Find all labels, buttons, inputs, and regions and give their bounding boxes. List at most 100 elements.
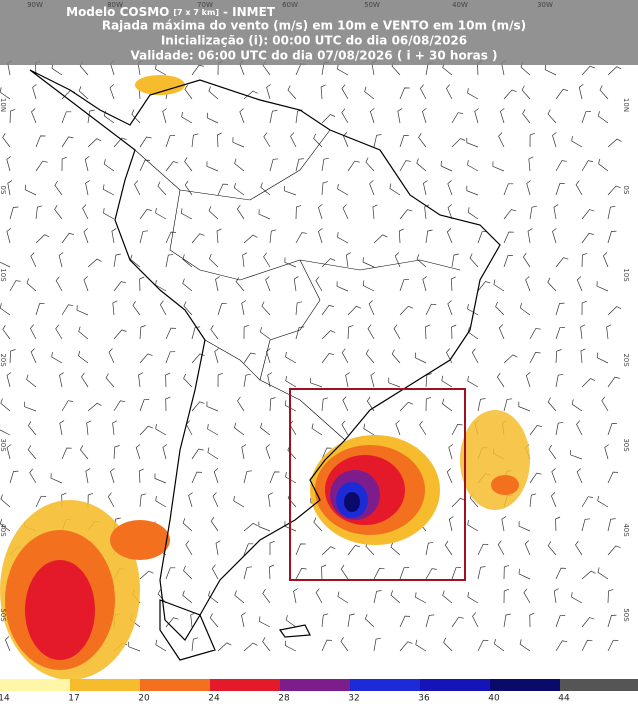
colorbar: 14 17 20 24 28 32 36 40 44	[0, 679, 638, 704]
wind-barb	[342, 132, 349, 148]
wind-barb	[54, 205, 63, 220]
wind-barb	[262, 637, 271, 652]
wind-barb	[467, 160, 479, 172]
wind-barb	[447, 180, 453, 196]
wind-barb	[391, 349, 401, 364]
wind-barb	[607, 639, 619, 652]
wind-barb	[529, 425, 543, 436]
wind-barb	[85, 180, 90, 196]
wind-barb	[260, 422, 271, 436]
wind-barb	[522, 109, 531, 124]
wind-barb	[295, 301, 302, 316]
wind-barb	[159, 300, 167, 316]
wind-barb	[7, 180, 13, 196]
colorbar-label: 20	[138, 694, 150, 704]
wind-barb	[269, 229, 277, 244]
wind-barb	[474, 108, 479, 124]
focus-box	[289, 388, 466, 581]
wind-barb	[105, 373, 115, 388]
wind-barb	[571, 399, 583, 412]
wind-barb	[139, 325, 146, 340]
wind-barb	[84, 156, 90, 172]
wind-barb	[578, 84, 584, 100]
wind-barb	[61, 111, 72, 124]
wind-barb	[155, 495, 167, 508]
wind-barb	[165, 253, 174, 268]
wind-barb	[581, 300, 587, 316]
wind-barb	[345, 372, 350, 388]
wind-barb	[321, 613, 329, 628]
wind-barb	[285, 615, 297, 628]
wind-barb	[243, 522, 258, 532]
wind-barb	[570, 449, 583, 460]
wind-barb	[399, 87, 410, 100]
header-band	[0, 0, 638, 65]
wind-barb	[243, 543, 254, 556]
wind-barb	[315, 276, 323, 292]
wind-barb	[58, 252, 64, 268]
wind-barb	[581, 639, 593, 652]
wind-barb	[388, 377, 401, 388]
wind-barb	[581, 209, 595, 220]
wind-barb	[78, 326, 89, 340]
wind-barb	[217, 372, 223, 388]
wind-barb	[451, 424, 463, 436]
wind-barb	[103, 208, 115, 220]
wind-barb	[311, 423, 323, 436]
wind-barb	[0, 519, 11, 532]
wind-barb	[191, 637, 199, 652]
wind-barb	[6, 372, 12, 388]
wind-barb	[373, 637, 381, 652]
wind-barb	[35, 495, 47, 508]
wind-barb	[336, 281, 349, 292]
wind-barb	[347, 544, 361, 556]
wind-barb	[61, 400, 74, 412]
wind-barb	[552, 228, 557, 244]
wind-barb	[422, 276, 428, 292]
wind-barb	[477, 543, 489, 556]
wind-barb	[499, 108, 505, 124]
wind-barb	[370, 372, 376, 388]
wind-barb	[581, 160, 594, 172]
wind-barb	[394, 252, 401, 268]
wind-barb	[154, 473, 167, 484]
wind-barb	[607, 185, 621, 196]
wind-barb	[285, 472, 297, 484]
latitude-label: 50S	[622, 608, 630, 622]
wind-barb	[555, 421, 564, 436]
wind-barb	[423, 180, 428, 196]
wind-barb	[35, 234, 50, 244]
wind-barb	[243, 642, 258, 652]
wind-barb	[576, 276, 583, 292]
wind-barb	[518, 401, 531, 412]
wind-barb	[555, 88, 568, 100]
wind-barb	[321, 304, 334, 316]
wind-barb	[581, 65, 595, 76]
wind-barb	[466, 185, 479, 196]
wind-barb	[313, 517, 323, 532]
wind-barb	[467, 88, 479, 100]
wind-barb	[6, 156, 12, 172]
wind-barb	[477, 639, 489, 652]
wind-barb	[0, 398, 11, 412]
wind-barb	[128, 641, 141, 652]
wind-barb	[217, 183, 229, 196]
wind-barb	[285, 351, 297, 364]
wind-barb	[191, 64, 204, 76]
wind-barb	[139, 399, 150, 412]
wind-barb	[390, 590, 401, 604]
wind-barb	[321, 397, 329, 412]
wind-barb	[26, 278, 37, 292]
wind-barb	[182, 590, 193, 604]
wind-barb	[82, 204, 89, 220]
wind-barb	[366, 396, 375, 412]
wind-barb	[440, 160, 453, 172]
wind-barb	[208, 253, 219, 268]
wind-barb	[347, 325, 354, 340]
wind-barb	[139, 493, 147, 508]
wind-barb	[597, 495, 609, 508]
wind-barb	[321, 353, 335, 364]
wind-barb	[260, 182, 271, 196]
wind-barb	[139, 230, 149, 244]
